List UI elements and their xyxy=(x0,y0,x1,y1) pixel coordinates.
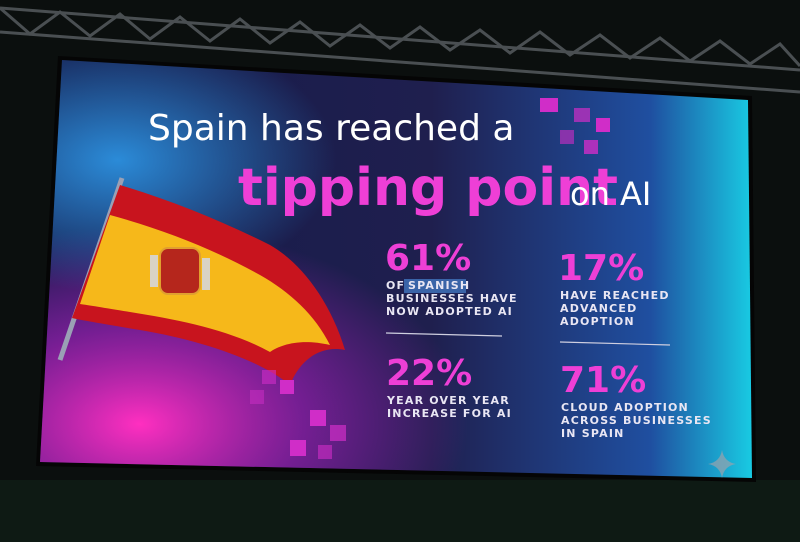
pixel-decoration xyxy=(250,98,610,459)
title-line: Spain has reached a xyxy=(148,108,514,149)
stat-text: CLOUD ADOPTION xyxy=(561,401,689,414)
stat-figure: 17% xyxy=(558,248,644,289)
stat-text: INCREASE FOR AI xyxy=(387,407,512,420)
stat-text: NOW ADOPTED AI xyxy=(386,305,513,318)
stat-text: OF xyxy=(386,279,405,292)
stat-text: HAVE REACHED xyxy=(560,289,670,302)
truss xyxy=(0,6,800,94)
stat-text: YEAR OVER YEAR xyxy=(386,394,510,407)
stat-text: ADOPTION xyxy=(560,315,635,328)
slide: Spain has reached a tipping point on AI … xyxy=(40,60,752,478)
stat-text: ADVANCED xyxy=(560,302,637,315)
divider xyxy=(559,341,671,346)
stat-text: ACROSS BUSINESSES xyxy=(561,414,712,427)
title-suffix: on AI xyxy=(570,175,651,213)
stat-figure: 71% xyxy=(560,360,646,401)
title-emphasis: tipping point xyxy=(238,158,618,218)
highlight-box xyxy=(404,279,466,293)
floor xyxy=(0,480,800,542)
stat-figure: 22% xyxy=(386,353,472,394)
stat-text: BUSINESSES HAVE xyxy=(386,292,518,305)
sparkle-icon xyxy=(708,450,736,478)
spanish-flag xyxy=(57,177,345,385)
stat-text: IN SPAIN xyxy=(561,427,625,440)
stat-figure: 61% xyxy=(385,238,471,279)
stat-highlight: SPANISH xyxy=(408,279,470,292)
divider xyxy=(385,332,503,337)
